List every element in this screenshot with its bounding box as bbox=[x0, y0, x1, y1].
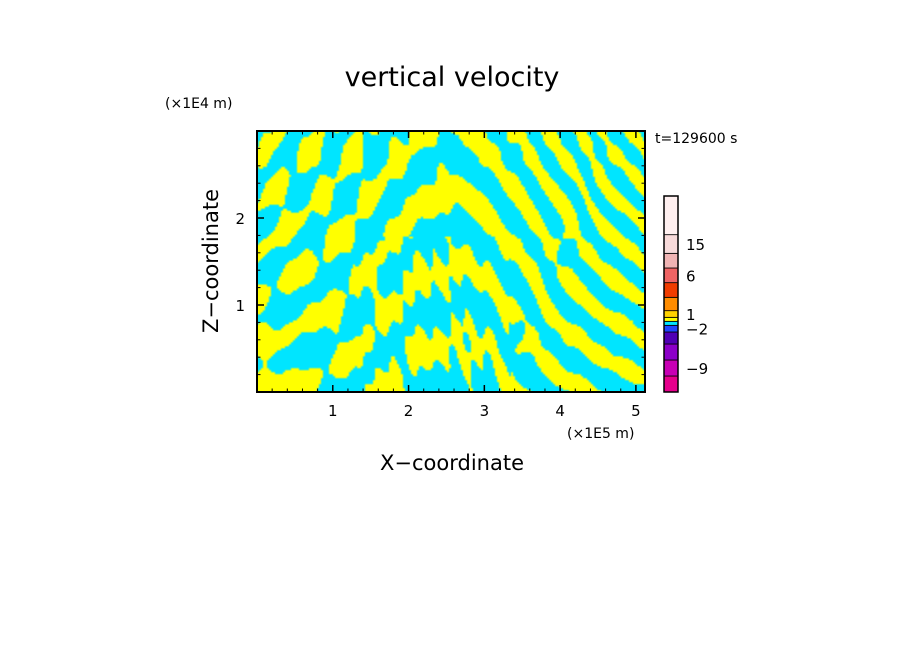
colorbar: −9 −21 6 15 bbox=[663, 195, 708, 393]
y-axis-label: Z−coordinate bbox=[199, 189, 223, 333]
x-unit-label: (×1E5 m) bbox=[567, 426, 634, 442]
x-tick-label: 3 bbox=[480, 402, 490, 420]
field-texture bbox=[257, 131, 645, 392]
plot-frame bbox=[256, 130, 646, 393]
colorbar-segment bbox=[663, 252, 679, 269]
colorbar-segment bbox=[663, 282, 679, 298]
colorbar-segment bbox=[663, 234, 679, 254]
colorbar-segment bbox=[663, 359, 679, 377]
x-tick-label: 4 bbox=[555, 402, 565, 420]
y-tick-label: 2 bbox=[235, 210, 245, 228]
velocity-field bbox=[257, 131, 645, 392]
colorbar-segment bbox=[663, 267, 679, 284]
colorbar-segment bbox=[663, 375, 679, 393]
colorbar-tick-label: 15 bbox=[686, 236, 705, 254]
colorbar-tick-label: 1 bbox=[686, 306, 696, 324]
y-tick-label: 1 bbox=[235, 297, 245, 315]
chart-title: vertical velocity bbox=[345, 62, 560, 93]
colorbar-tick-label: −2 bbox=[686, 321, 708, 339]
colorbar-segment bbox=[663, 324, 679, 333]
time-label: t=129600 s bbox=[655, 131, 737, 147]
x-tick-label: 1 bbox=[328, 402, 338, 420]
x-axis: 1 2 3 4 5 bbox=[271, 131, 641, 420]
colorbar-segment bbox=[663, 310, 679, 318]
colorbar-frame bbox=[663, 195, 679, 393]
colorbar-segment bbox=[663, 296, 679, 312]
x-tick-label: 2 bbox=[404, 402, 414, 420]
colorbar-tick-label: 6 bbox=[686, 267, 696, 285]
x-axis-label: X−coordinate bbox=[380, 451, 524, 475]
y-axis: 12 bbox=[235, 147, 645, 376]
colorbar-segment bbox=[663, 343, 679, 361]
colorbar-segment bbox=[663, 195, 679, 236]
colorbar-tick-label: −9 bbox=[686, 360, 708, 378]
y-unit-label: (×1E4 m) bbox=[165, 96, 232, 112]
colorbar-segment bbox=[663, 331, 679, 345]
colorbar-segment bbox=[663, 320, 679, 326]
colorbar-segment bbox=[663, 316, 679, 322]
x-tick-label: 5 bbox=[631, 402, 641, 420]
